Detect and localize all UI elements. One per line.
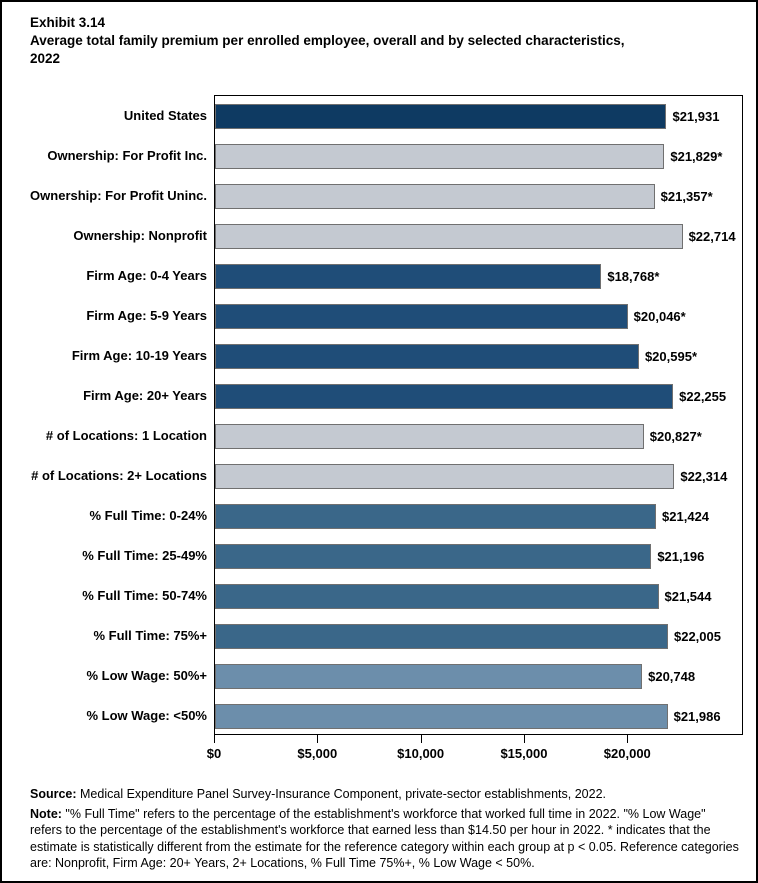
bar: [215, 303, 628, 329]
bar: [215, 543, 652, 569]
bar: [215, 663, 643, 689]
x-tick-label: $0: [206, 746, 222, 761]
x-tick: [420, 735, 422, 743]
bar: [215, 583, 659, 609]
source-note: Source: Medical Expenditure Panel Survey…: [30, 786, 740, 803]
bar: [215, 423, 644, 449]
exhibit-number: Exhibit 3.14: [30, 15, 106, 30]
bar: [215, 223, 683, 249]
bar-row: $21,986: [215, 696, 742, 736]
value-label: $21,931: [672, 108, 720, 124]
value-label: $22,255: [679, 388, 727, 404]
category-label: % Low Wage: 50%+: [86, 667, 207, 683]
source-label: Source:: [30, 787, 77, 801]
bar-row: $21,544: [215, 576, 742, 616]
bar-row: $22,255: [215, 376, 742, 416]
bar: [215, 623, 668, 649]
title-block: Exhibit 3.14 Average total family premiu…: [30, 14, 650, 68]
bar: [215, 103, 667, 129]
value-label: $22,314: [680, 468, 728, 484]
category-label: % Full Time: 75%+: [93, 627, 207, 643]
value-label: $21,829*: [670, 148, 723, 164]
category-label: % Full Time: 25-49%: [82, 547, 207, 563]
bar-row: $20,827*: [215, 416, 742, 456]
source-text: Medical Expenditure Panel Survey-Insuran…: [76, 787, 606, 801]
category-label: Firm Age: 20+ Years: [83, 387, 207, 403]
x-tick-label: $15,000: [500, 746, 548, 761]
category-label: Ownership: For Profit Inc.: [47, 147, 207, 163]
category-label: Firm Age: 0-4 Years: [86, 267, 207, 283]
value-label: $20,046*: [633, 308, 686, 324]
bar-row: $21,357*: [215, 176, 742, 216]
chart-title: Average total family premium per enrolle…: [30, 33, 625, 66]
x-tick: [523, 735, 525, 743]
category-label: % Low Wage: <50%: [86, 707, 207, 723]
x-tick: [627, 735, 629, 743]
value-label: $21,544: [664, 588, 712, 604]
bar: [215, 383, 674, 409]
bar: [215, 263, 602, 289]
bar-row: $22,005: [215, 616, 742, 656]
x-tick-label: $20,000: [603, 746, 651, 761]
value-label: $22,714: [688, 228, 736, 244]
value-label: $20,595*: [644, 348, 698, 364]
category-label: # of Locations: 1 Location: [45, 427, 207, 443]
category-label: # of Locations: 2+ Locations: [31, 467, 207, 483]
bar-row: $21,829*: [215, 136, 742, 176]
category-label: % Full Time: 50-74%: [82, 587, 207, 603]
bar-row: $20,595*: [215, 336, 742, 376]
x-tick-label: $5,000: [297, 746, 338, 761]
bar-row: $21,196: [215, 536, 742, 576]
bar-row: $21,424: [215, 496, 742, 536]
bar-row: $22,714: [215, 216, 742, 256]
value-label: $21,196: [657, 548, 705, 564]
category-label: Ownership: For Profit Uninc.: [30, 187, 207, 203]
bar: [215, 143, 665, 169]
category-label: % Full Time: 0-24%: [89, 507, 207, 523]
value-label: $21,986: [673, 708, 721, 724]
value-label: $21,424: [662, 508, 710, 524]
value-label: $21,357*: [660, 188, 713, 204]
category-label: Firm Age: 10-19 Years: [71, 347, 207, 363]
note-label: Note:: [30, 806, 62, 821]
bar: [215, 343, 639, 369]
value-label: $22,005: [673, 628, 721, 644]
bar: [215, 463, 675, 489]
bar: [215, 703, 668, 729]
bar-row: $21,931: [215, 96, 742, 136]
plot-area: $21,931 $21,829* $21,357* $22,714 $18,768* $2…: [214, 95, 743, 735]
value-label: $18,768*: [607, 268, 660, 284]
category-label: Ownership: Nonprofit: [73, 227, 207, 243]
bar-row: $20,046*: [215, 296, 742, 336]
x-tick: [214, 735, 215, 743]
footer: Source: Medical Expenditure Panel Survey…: [30, 786, 740, 872]
footnote: Note: "% Full Time" refers to the percen…: [30, 806, 740, 872]
note-text: "% Full Time" refers to the percentage o…: [30, 806, 739, 871]
category-label: United States: [123, 107, 207, 123]
value-label: $20,827*: [649, 428, 702, 444]
bar-row: $22,314: [215, 456, 742, 496]
category-label: Firm Age: 5-9 Years: [86, 307, 207, 323]
bar: [215, 183, 655, 209]
category-labels-column: United States Ownership: For Profit Inc. O…: [2, 95, 207, 735]
bar-row: $18,768*: [215, 256, 742, 296]
x-tick: [317, 735, 319, 743]
x-tick-label: $10,000: [397, 746, 445, 761]
value-label: $20,748: [648, 668, 696, 684]
bar-row: $20,748: [215, 656, 742, 696]
bar: [215, 503, 657, 529]
